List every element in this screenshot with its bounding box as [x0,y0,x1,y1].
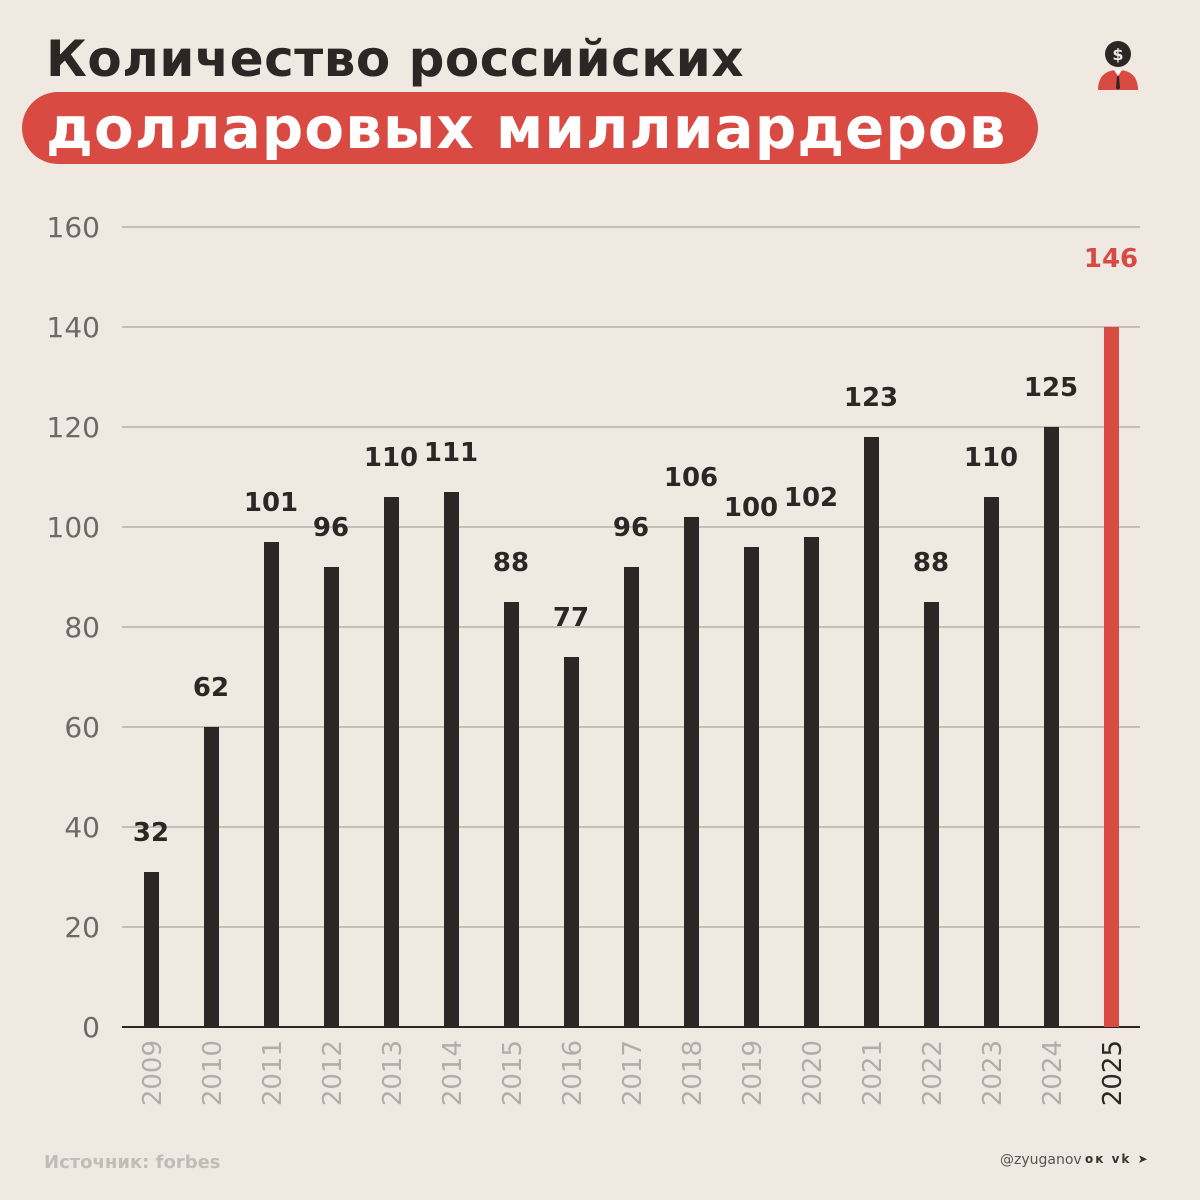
telegram-icon[interactable]: ➤ [1137,1152,1150,1166]
x-tick-label-2016: 2016 [558,1040,588,1106]
y-tick-label: 60 [64,711,100,744]
social-icons: ок vk ➤ [1085,1152,1150,1166]
x-tick-label-2009: 2009 [138,1040,168,1106]
bar-2017 [624,567,639,1027]
data-label-2017: 96 [613,513,649,543]
data-label-2009: 32 [133,818,169,848]
chart-title-line1: Количество российских [46,30,744,88]
title-highlight-pill [22,92,1038,164]
bar-2019 [744,547,759,1027]
source-caption: Источник: forbes [44,1152,221,1173]
author-handle[interactable]: @zyuganov [1000,1152,1082,1168]
x-tick-label-2021: 2021 [858,1040,888,1106]
grid-lines [122,226,1140,1028]
y-tick-label: 40 [64,811,100,844]
y-tick-label: 160 [47,211,100,244]
x-tick-label-2019: 2019 [738,1040,768,1106]
odnoklassniki-icon[interactable]: ок [1085,1152,1106,1166]
x-axis-ticks: 2009 2010 2011 2012 2013 2014 2015 2016 2017 2018… [138,1040,1128,1106]
bar-2022 [924,602,939,1027]
bar-2016 [564,657,579,1027]
bar-2020 [804,537,819,1027]
bar-2011 [264,542,279,1027]
x-tick-label-2020: 2020 [798,1040,828,1106]
x-tick-label-2017: 2017 [618,1040,648,1106]
bar-2009 [144,872,159,1027]
x-tick-label-2022: 2022 [918,1040,948,1106]
x-tick-label-2024: 2024 [1038,1040,1068,1106]
data-label-2013: 110 [364,443,418,473]
data-label-2022: 88 [913,548,949,578]
data-label-2012: 96 [313,513,349,543]
data-label-2015: 88 [493,548,529,578]
bar-2015 [504,602,519,1027]
x-tick-label-2023: 2023 [978,1040,1008,1106]
chart-title-line2: долларовых миллиардеров [46,94,1007,162]
data-label-2010: 62 [193,673,229,703]
x-tick-label-2013: 2013 [378,1040,408,1106]
vk-icon[interactable]: vk [1111,1152,1132,1166]
data-label-2019: 100 [724,493,778,523]
x-tick-label-2014: 2014 [438,1040,468,1106]
bar-2014 [444,492,459,1027]
data-label-2020: 102 [784,483,838,513]
bar-2024 [1044,427,1059,1027]
data-label-2024: 125 [1024,373,1078,403]
bar-2018 [684,517,699,1027]
data-label-2014: 111 [424,438,478,468]
y-tick-label: 100 [47,511,100,544]
businessman-dollar-icon: $ [1098,41,1138,90]
x-tick-label-2012: 2012 [318,1040,348,1106]
x-tick-label-2010: 2010 [198,1040,228,1106]
bar-2025 [1104,327,1119,1027]
data-label-2023: 110 [964,443,1018,473]
y-tick-label: 20 [64,911,100,944]
bar-2023 [984,497,999,1027]
bars [144,327,1119,1027]
bar-2013 [384,497,399,1027]
data-label-2011: 101 [244,488,298,518]
y-axis-ticks: 0 20 40 60 80 100 120 140 160 [47,211,100,1044]
x-tick-label-2018: 2018 [678,1040,708,1106]
data-label-2016: 77 [553,603,589,633]
y-tick-label: 120 [47,411,100,444]
x-tick-label-2011: 2011 [258,1040,288,1106]
x-tick-label-2015: 2015 [498,1040,528,1106]
data-label-2025: 146 [1084,244,1138,274]
y-tick-label: 140 [47,311,100,344]
bar-2010 [204,727,219,1027]
data-label-2018: 106 [664,463,718,493]
y-tick-label: 0 [82,1011,100,1044]
x-tick-label-2025: 2025 [1098,1040,1128,1106]
bar-2012 [324,567,339,1027]
svg-text:$: $ [1112,45,1123,64]
y-tick-label: 80 [64,611,100,644]
bar-2021 [864,437,879,1027]
data-label-2021: 123 [844,383,898,413]
